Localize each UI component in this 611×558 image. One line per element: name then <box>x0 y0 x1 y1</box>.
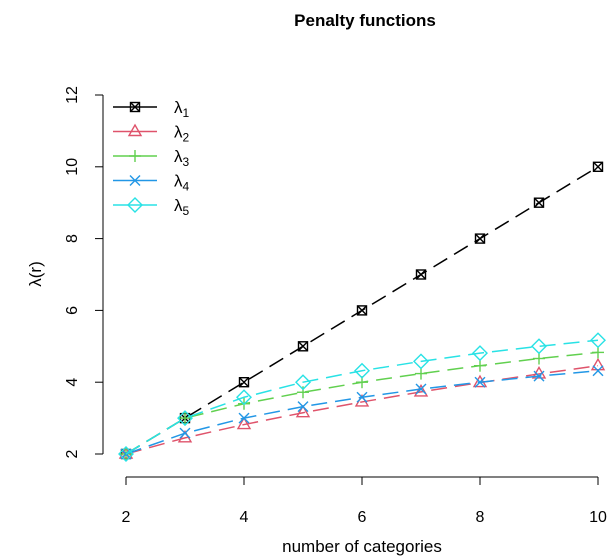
legend-marker <box>129 101 141 113</box>
x-tick-label: 6 <box>358 509 367 526</box>
data-point <box>474 233 486 244</box>
legend-marker <box>127 197 143 213</box>
legend-marker <box>127 123 143 137</box>
data-point <box>592 365 604 377</box>
y-tick-label: 10 <box>64 158 81 176</box>
series-2 <box>118 357 606 459</box>
data-point <box>413 383 429 397</box>
data-point <box>415 269 427 280</box>
x-tick-label: 8 <box>476 509 485 526</box>
x-axis-label: number of categories <box>282 537 442 556</box>
data-point <box>592 161 604 173</box>
legend-item: λ1 <box>113 98 190 120</box>
legend-label: λ5 <box>174 196 190 218</box>
data-point <box>531 338 547 355</box>
data-point <box>238 377 250 388</box>
data-point <box>474 359 486 372</box>
data-point <box>297 386 309 399</box>
axes: 2 4 6 8 10 2 4 6 8 10 12 <box>64 86 607 526</box>
series-line <box>125 364 599 455</box>
legend-item: λ4 <box>113 172 190 194</box>
data-point <box>179 412 191 425</box>
legend-marker <box>129 175 141 186</box>
data-point <box>236 389 252 406</box>
data-point <box>356 391 368 403</box>
y-tick-label: 12 <box>64 86 81 104</box>
data-point <box>592 346 604 359</box>
data-point <box>354 362 370 379</box>
data-point <box>118 446 134 462</box>
series-line <box>125 339 599 455</box>
legend-item: λ3 <box>113 147 190 169</box>
data-point <box>474 376 486 388</box>
legend-label: λ2 <box>174 123 190 145</box>
data-point <box>415 383 427 395</box>
data-point <box>415 367 427 380</box>
series-layer <box>118 161 606 462</box>
legend-item: λ5 <box>113 196 190 218</box>
x-tick-label: 10 <box>589 509 607 526</box>
data-point <box>179 427 191 439</box>
data-point <box>472 345 488 362</box>
x-tick-label: 4 <box>240 509 249 526</box>
data-point <box>590 357 606 371</box>
legend-label: λ1 <box>174 98 190 120</box>
legend-item: λ2 <box>113 123 190 145</box>
series-line <box>125 351 599 455</box>
data-point <box>295 374 311 391</box>
x-tick-label: 2 <box>122 509 131 526</box>
legend-marker <box>129 150 141 162</box>
data-point <box>533 370 545 382</box>
y-tick-label: 2 <box>64 449 81 458</box>
data-point <box>238 412 250 424</box>
data-point <box>177 410 193 427</box>
y-axis-label: λ(r) <box>26 261 45 286</box>
y-tick-label: 8 <box>64 234 81 243</box>
series-1 <box>120 161 604 460</box>
series-5 <box>118 332 606 462</box>
data-point <box>533 352 545 365</box>
y-tick-label: 4 <box>64 378 81 387</box>
data-point <box>590 332 606 349</box>
data-point <box>533 197 545 208</box>
data-point <box>297 401 309 413</box>
chart-title: Penalty functions <box>294 11 436 30</box>
y-tick-label: 6 <box>64 306 81 315</box>
data-point <box>413 353 429 370</box>
data-point <box>297 341 309 352</box>
legend-label: λ4 <box>174 172 190 194</box>
data-point <box>356 305 368 316</box>
data-point <box>236 416 252 430</box>
legend-label: λ3 <box>174 147 190 169</box>
data-point <box>295 404 311 418</box>
